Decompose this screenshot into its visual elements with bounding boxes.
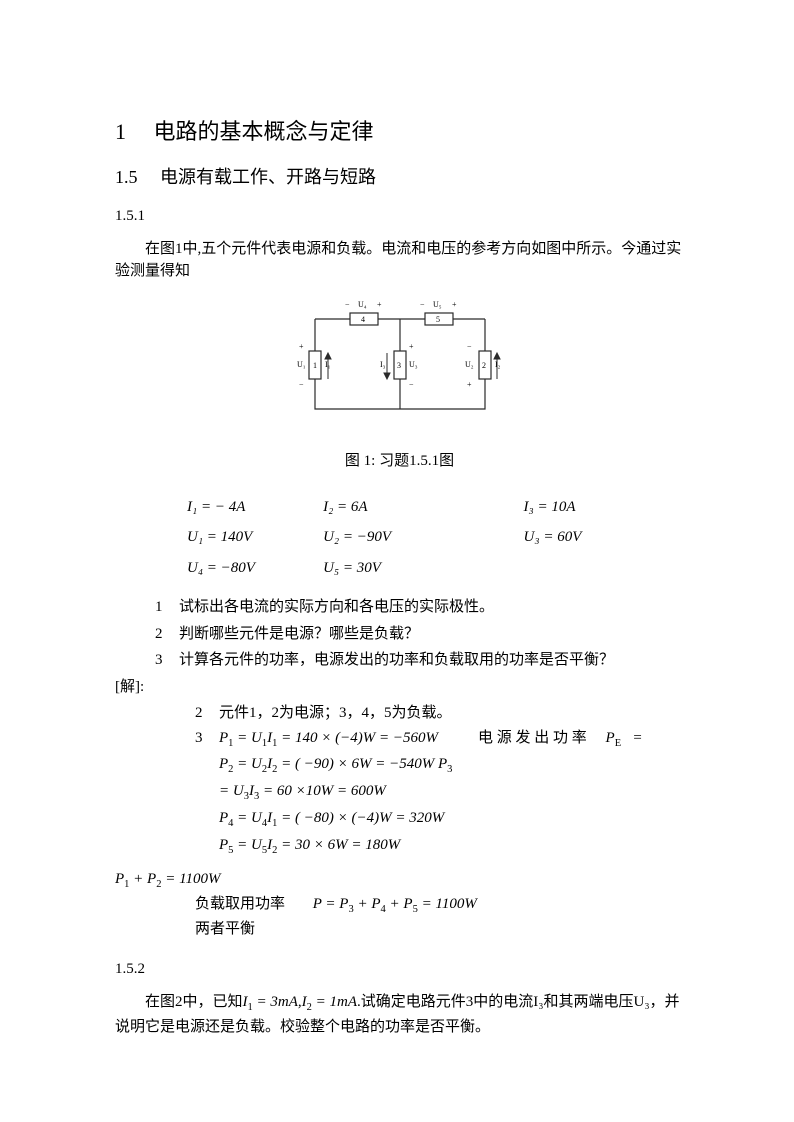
balance-line3: 两者平衡 (195, 918, 684, 941)
figure-1-caption: 图 1: 习题1.5.1图 (115, 450, 684, 473)
val-U4: U₄ = −80V (117, 554, 281, 583)
balance-label: 负载取用功率 (195, 896, 285, 912)
svg-text:1: 1 (313, 361, 317, 370)
q3-text: 计算各元件的功率，电源发出的功率和负载取用的功率是否平衡？ (179, 649, 614, 672)
problem2-num: 1.5.2 (115, 958, 684, 981)
q3-num: 3 (155, 649, 179, 672)
list-item: P4 = U4I1 = ( −80) × (−4)W = 320W (195, 807, 684, 832)
table-row: U₁ = 140V U₂ = −90V U₃ = 60V (117, 523, 682, 552)
problem1-para1: 在图1中,五个元件代表电源和负载。电流和电压的参考方向如图中所示。今通过实验测量… (115, 238, 684, 283)
svg-text:I₂: I₂ (495, 360, 501, 369)
q2-text: 判断哪些元件是电源？哪些是负载？ (179, 623, 419, 646)
p2-text-a: 在图2中，已知 (145, 994, 243, 1010)
figure-1: − U₄ + 4 − U₅ + 5 + U₁ − 1 I₁ I₃ + U₃ − (115, 291, 684, 439)
val-I2: I₂ = 6A (283, 493, 481, 522)
side-note: 电 源 发 出 功 率 PE = (478, 727, 642, 752)
svg-text:U₁: U₁ (297, 360, 306, 369)
eq-p2: P2 = U2I2 = ( −90) × 6W = −540W P3 (219, 753, 452, 778)
svg-text:+: + (299, 342, 304, 351)
solution-label: [解]: (115, 676, 684, 699)
list-item: 3 P1 = U1I1 = 140 × (−4)W = −560W 电 源 发 … (195, 727, 684, 752)
list-item: 1 试标出各电流的实际方向和各电压的实际极性。 (155, 596, 684, 619)
eq-p3: = U3I3 = 60 ×10W = 600W (219, 780, 386, 805)
svg-text:+: + (409, 342, 414, 351)
svg-text:5: 5 (436, 315, 440, 324)
subsection-title: 电源有载工作、开路与短路 (160, 167, 376, 187)
eq-p5: P5 = U5I2 = 30 × 6W = 180W (219, 834, 400, 859)
a3-num: 3 (195, 727, 219, 752)
problem1-num: 1.5.1 (115, 205, 684, 228)
svg-text:+: + (377, 300, 382, 309)
q1-num: 1 (155, 596, 179, 619)
subsection-num: 1.5 (115, 167, 138, 187)
q2-num: 2 (155, 623, 179, 646)
balance-block: P1 + P2 = 1100W 负载取用功率 P = P3 + P4 + P5 … (115, 868, 684, 940)
svg-text:+: + (452, 300, 457, 309)
list-item: 3 计算各元件的功率，电源发出的功率和负载取用的功率是否平衡？ (155, 649, 684, 672)
svg-text:−: − (299, 380, 304, 389)
svg-text:4: 4 (361, 315, 365, 324)
values-table: I₁ = − 4A I₂ = 6A I₃ = 10A U₁ = 140V U₂ … (115, 491, 684, 585)
question-list: 1 试标出各电流的实际方向和各电压的实际极性。 2 判断哪些元件是电源？哪些是负… (155, 596, 684, 672)
svg-text:I₃: I₃ (380, 360, 386, 369)
table-row: U₄ = −80V U₅ = 30V (117, 554, 682, 583)
a2-num: 2 (195, 702, 219, 725)
svg-text:U₃: U₃ (409, 360, 418, 369)
q1-text: 试标出各电流的实际方向和各电压的实际极性。 (179, 596, 494, 619)
svg-text:3: 3 (397, 361, 401, 370)
circuit-diagram: − U₄ + 4 − U₅ + 5 + U₁ − 1 I₁ I₃ + U₃ − (295, 291, 505, 431)
solution-block: 2 元件1，2为电源；3，4，5为负载。 3 P1 = U1I1 = 140 ×… (195, 702, 684, 858)
val-U2: U₂ = −90V (283, 523, 481, 552)
svg-text:2: 2 (482, 361, 486, 370)
problem2-para: 在图2中，已知I1 = 3mA,I2 = 1mA.试确定电路元件3中的电流I₃和… (115, 991, 684, 1038)
svg-text:U₅: U₅ (433, 300, 442, 309)
section-num: 1 (115, 119, 126, 144)
svg-text:−: − (409, 380, 414, 389)
svg-text:−: − (345, 300, 350, 309)
val-U5: U₅ = 30V (283, 554, 481, 583)
svg-text:U₄: U₄ (358, 300, 367, 309)
list-item: = U3I3 = 60 ×10W = 600W (195, 780, 684, 805)
eq-p4: P4 = U4I1 = ( −80) × (−4)W = 320W (219, 807, 444, 832)
svg-text:−: − (420, 300, 425, 309)
list-item: 2 判断哪些元件是电源？哪些是负载？ (155, 623, 684, 646)
val-I3: I₃ = 10A (484, 493, 682, 522)
svg-text:−: − (467, 342, 472, 351)
section-heading: 1 电路的基本概念与定律 (115, 115, 684, 148)
svg-text:+: + (467, 380, 472, 389)
balance-eq1: P1 + P2 = 1100W (115, 868, 684, 893)
val-I1: I₁ = − 4A (117, 493, 281, 522)
balance-eq2: P = P3 + P4 + P5 = 1100W (313, 896, 477, 912)
table-row: I₁ = − 4A I₂ = 6A I₃ = 10A (117, 493, 682, 522)
svg-text:U₂: U₂ (465, 360, 474, 369)
list-item: P5 = U5I2 = 30 × 6W = 180W (195, 834, 684, 859)
a2-text: 元件1，2为电源；3，4，5为负载。 (219, 702, 452, 725)
val-U3: U₃ = 60V (484, 523, 682, 552)
subsection-heading: 1.5 电源有载工作、开路与短路 (115, 164, 684, 191)
section-title: 电路的基本概念与定律 (154, 119, 374, 144)
val-U1: U₁ = 140V (117, 523, 281, 552)
eq-p1: P1 = U1I1 = 140 × (−4)W = −560W (219, 727, 438, 752)
list-item: P2 = U2I2 = ( −90) × 6W = −540W P3 (195, 753, 684, 778)
list-item: 2 元件1，2为电源；3，4，5为负载。 (195, 702, 684, 725)
balance-line2: 负载取用功率 P = P3 + P4 + P5 = 1100W (195, 893, 684, 918)
